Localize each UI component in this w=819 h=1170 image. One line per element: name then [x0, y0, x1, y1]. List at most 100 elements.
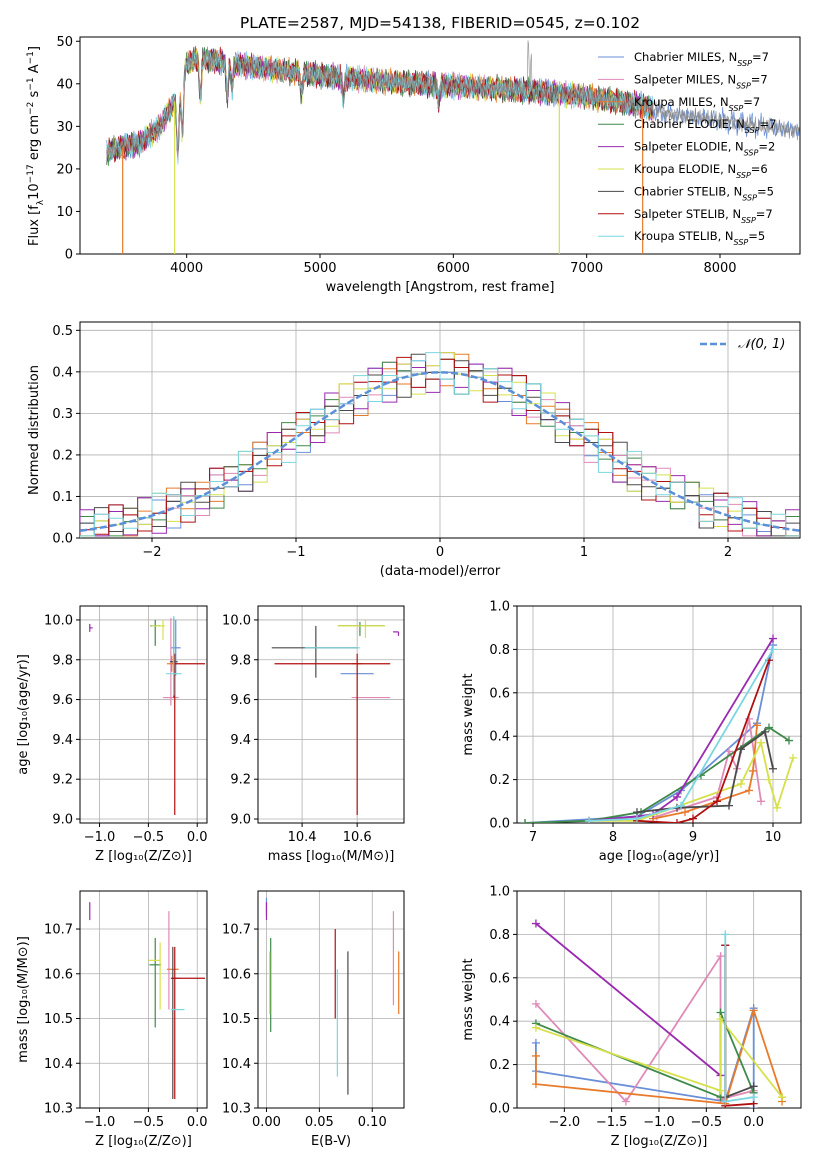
z-weight-marker — [721, 1097, 730, 1106]
age-weight-marker — [745, 786, 753, 795]
z-weight-series-4 — [535, 922, 722, 1077]
z-mass-frame — [79, 890, 208, 1109]
z-weight-marker — [621, 1097, 630, 1106]
residuals-ytick-label: 0.5 — [52, 324, 73, 339]
z-mass-ytick-label: 10.6 — [44, 967, 73, 982]
z-age-ytick-label: 9.8 — [52, 653, 73, 668]
age-weight-series-3 — [524, 726, 790, 823]
age-weight-marker — [673, 792, 681, 801]
residuals-xlabel: (data-model)/error — [380, 564, 501, 579]
legend-label-4: Salpeter ELODIE, NSSP=2 — [634, 140, 775, 158]
z-weight-plot-area — [531, 919, 787, 1108]
z-mass-xtick-label: −1.0 — [84, 1115, 116, 1130]
z-weight-marker — [716, 1086, 725, 1095]
z-weight-marker — [716, 952, 725, 961]
residuals-xtick-label: −2 — [142, 545, 161, 560]
ebv-mass-xtick-label: 0.05 — [305, 1115, 334, 1130]
legend-label-2: Kroupa MILES, NSSP=7 — [634, 95, 760, 113]
z-mass-xlabel: Z [log₁₀(Z/Z⊙)] — [95, 1134, 192, 1149]
age-weight-marker — [673, 819, 681, 823]
ebv-mass-frame — [257, 890, 405, 1109]
residuals-frame — [79, 321, 801, 539]
spectrum-data — [106, 40, 800, 161]
ebv-mass-ytick-label: 10.4 — [222, 1057, 251, 1072]
mass-age-ytick-label: 9.6 — [230, 693, 251, 708]
residuals-xtick-label: −1 — [286, 545, 305, 560]
residuals-ytick-label: 0.3 — [52, 407, 73, 422]
age-weight-marker — [769, 634, 777, 643]
residuals-ytick-label: 0.4 — [52, 365, 73, 380]
z-weight-panel: −2.0 −1.5 −1.0 −0.5 0.0 0.0 0.2 0.4 0.6 0.8 1.0 Z [… — [461, 885, 802, 1149]
z-weight-marker — [531, 1080, 540, 1089]
ebv-mass-ytick-label: 10.3 — [222, 1102, 251, 1117]
z-weight-xtick-label: −0.5 — [691, 1115, 723, 1130]
z-mass-plot-area — [89, 902, 206, 1100]
z-weight-marker — [749, 1093, 758, 1102]
ebv-mass-xtick-label: 0.10 — [358, 1115, 387, 1130]
z-weight-marker — [531, 919, 540, 928]
z-mass-ytick-label: 10.5 — [44, 1012, 73, 1027]
z-age-xtick-label: −1.0 — [84, 830, 116, 845]
mass-age-ytick-label: 9.2 — [230, 773, 251, 788]
residuals-xtick-label: 2 — [724, 545, 732, 560]
age-weight-marker — [765, 723, 773, 732]
z-mass-xtick-label: 0.0 — [187, 1115, 208, 1130]
z-weight-marker — [749, 1082, 758, 1091]
z-weight-xtick-label: −1.0 — [643, 1115, 675, 1130]
ebv-mass-ytick-label: 10.6 — [222, 967, 251, 982]
age-weight-xtick-label: 8 — [609, 830, 617, 845]
age-weight-marker — [725, 801, 733, 810]
z-weight-ytick-label: 0.6 — [489, 971, 510, 986]
spectrum-plot-area — [106, 40, 800, 254]
z-age-ylabel: age [log₁₀(age/yr)] — [16, 654, 31, 775]
spectrum-ylabel: Flux [fλ10−17 erg cm−2 s−1 A−1] — [26, 46, 46, 246]
age-weight-xtick-label: 10 — [765, 830, 782, 845]
ebv-mass-ytick-label: 10.5 — [222, 1012, 251, 1027]
z-mass-xtick-label: −0.5 — [133, 1115, 165, 1130]
spectrum-xtick-label: 8000 — [703, 261, 736, 276]
z-weight-marker — [721, 930, 730, 939]
normal-reference-curve — [80, 371, 800, 532]
residual-hist-8 — [80, 352, 800, 538]
z-mass-ylabel: mass [log₁₀(M/M⊙)] — [16, 936, 31, 1063]
ebv-mass-panel: 0.00 0.05 0.10 10.3 10.4 10.5 10.6 10.7 E(B-V) — [222, 890, 405, 1149]
ebv-mass-ytick-label: 10.7 — [222, 923, 251, 938]
residuals-ytick-label: 0.1 — [52, 490, 73, 505]
age-weight-panel: 7 8 9 10 0.0 0.2 0.4 0.6 0.8 1.0 age [log₁₀(age/yr… — [461, 600, 802, 864]
z-weight-marker — [749, 1006, 758, 1015]
z-age-panel: −1.0 −0.5 0.0 9.0 9.2 9.4 9.6 9.8 10.0 Z [log₁₀(Z… — [16, 605, 208, 864]
z-weight-series-8 — [724, 934, 754, 1103]
age-weight-ytick-label: 0.6 — [489, 686, 510, 701]
z-weight-frame — [516, 890, 802, 1109]
mass-age-panel: 10.4 10.6 9.0 9.2 9.4 9.6 9.8 10.0 mass [log₁₀(M… — [222, 605, 405, 864]
age-weight-marker — [725, 747, 733, 756]
z-weight-ytick-label: 0.2 — [489, 1058, 510, 1073]
age-weight-ylabel: mass weight — [461, 673, 476, 755]
age-weight-ytick-label: 0.8 — [489, 643, 510, 658]
age-weight-marker — [713, 797, 721, 806]
spectrum-xtick-label: 4000 — [170, 261, 203, 276]
mass-age-ytick-label: 10.0 — [222, 613, 251, 628]
mass-age-xtick-label: 10.6 — [343, 830, 372, 845]
spectrum-ytick-label: 30 — [56, 120, 73, 135]
spectrum-xtick-label: 7000 — [570, 261, 603, 276]
z-age-ytick-label: 9.0 — [52, 813, 73, 828]
z-weight-ytick-label: 1.0 — [489, 885, 510, 900]
spectrum-ytick-label: 10 — [56, 205, 73, 220]
z-weight-marker — [531, 999, 540, 1008]
age-weight-marker — [585, 816, 593, 823]
age-weight-ytick-label: 0.2 — [489, 773, 510, 788]
age-weight-ytick-label: 0.4 — [489, 730, 510, 745]
z-age-ytick-label: 9.4 — [52, 733, 73, 748]
age-weight-marker — [749, 766, 757, 775]
z-mass-ytick-label: 10.7 — [44, 923, 73, 938]
normal-reference-legend-label: 𝒩(0, 1) — [738, 337, 785, 352]
spectrum-ytick-label: 0 — [65, 248, 73, 263]
residuals-legend: 𝒩(0, 1) — [700, 337, 785, 352]
age-weight-marker — [785, 736, 793, 745]
z-mass-ytick-label: 10.4 — [44, 1057, 73, 1072]
z-age-ytick-label: 10.0 — [44, 613, 73, 628]
age-weight-marker — [765, 775, 773, 784]
age-weight-xtick-label: 7 — [529, 830, 537, 845]
